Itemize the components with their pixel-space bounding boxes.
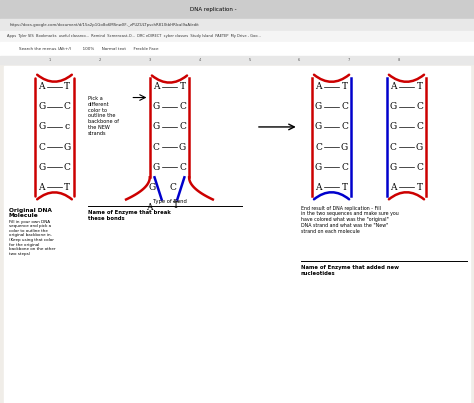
Text: Name of Enzyme that added new
nucleotides: Name of Enzyme that added new nucleotide… <box>301 265 399 276</box>
Text: A: A <box>315 183 322 192</box>
Text: Original DNA
Molecule: Original DNA Molecule <box>9 208 51 218</box>
Text: T: T <box>417 183 422 192</box>
Text: G: G <box>153 102 160 111</box>
Text: C: C <box>64 102 71 111</box>
Text: T: T <box>173 201 179 210</box>
Text: 7: 7 <box>348 58 350 62</box>
Text: Pick a
different
color to
outline the
backbone of
the NEW
strands: Pick a different color to outline the ba… <box>88 96 118 136</box>
Text: G: G <box>38 102 46 111</box>
Text: C: C <box>416 163 423 172</box>
Text: G: G <box>390 102 397 111</box>
Text: G: G <box>315 102 322 111</box>
Text: C: C <box>170 183 176 192</box>
Text: A: A <box>153 82 160 91</box>
Text: A: A <box>390 183 397 192</box>
Text: End result of DNA replication - Fill
in the two sequences and make sure you
have: End result of DNA replication - Fill in … <box>301 206 399 234</box>
Text: C: C <box>341 163 348 172</box>
Text: A: A <box>38 183 45 192</box>
Bar <box>0 19 474 30</box>
Text: A: A <box>390 82 397 91</box>
Text: c: c <box>65 123 70 131</box>
Text: 2: 2 <box>99 58 101 62</box>
Text: G: G <box>153 123 160 131</box>
Text: G: G <box>390 123 397 131</box>
Text: T: T <box>64 82 70 91</box>
Text: C: C <box>416 102 423 111</box>
Bar <box>0 31 474 42</box>
Text: G: G <box>416 143 423 152</box>
Text: A: A <box>315 82 322 91</box>
Text: T: T <box>417 82 422 91</box>
Text: G: G <box>64 143 71 152</box>
Text: C: C <box>179 123 186 131</box>
Text: G: G <box>38 163 46 172</box>
Text: C: C <box>341 102 348 111</box>
Text: G: G <box>315 123 322 131</box>
Bar <box>4 66 470 403</box>
Bar <box>0 56 474 64</box>
Text: C: C <box>64 163 71 172</box>
Bar <box>0 0 474 18</box>
Text: A: A <box>38 82 45 91</box>
Text: G: G <box>390 163 397 172</box>
Text: C: C <box>390 143 397 152</box>
Text: C: C <box>179 102 186 111</box>
Text: T: T <box>342 82 347 91</box>
Text: 6: 6 <box>298 58 301 62</box>
Text: G: G <box>179 143 186 152</box>
Text: G: G <box>148 183 155 192</box>
Text: DNA replication -: DNA replication - <box>190 7 237 12</box>
Text: Type of Bond: Type of Bond <box>153 199 187 204</box>
Text: https://docs.google.com/document/d/15a2p1Go8o6MSnwXF-_zPUZULTpvchR81XtbHRlcal9aA: https://docs.google.com/document/d/15a2p… <box>9 23 199 27</box>
Text: T: T <box>64 183 70 192</box>
Text: G: G <box>341 143 348 152</box>
Text: T: T <box>342 183 347 192</box>
Text: Fill in your own DNA
sequence and pick a
color to outline the
original backbone : Fill in your own DNA sequence and pick a… <box>9 220 55 256</box>
Text: G: G <box>38 123 46 131</box>
Text: C: C <box>416 123 423 131</box>
Text: C: C <box>315 143 322 152</box>
Text: 8: 8 <box>398 58 400 62</box>
Text: T: T <box>180 82 185 91</box>
Text: 3: 3 <box>148 58 151 62</box>
Text: A: A <box>146 203 153 212</box>
Text: Apps  Tyler SIS  Bookmarks  useful classroo...  Remind  Screencast-O...  DRC eDI: Apps Tyler SIS Bookmarks useful classroo… <box>7 34 261 38</box>
Text: G: G <box>153 163 160 172</box>
Text: G: G <box>315 163 322 172</box>
Text: C: C <box>341 123 348 131</box>
Text: Search the menus (Alt+/)         100%      Normal text      Freckle Face: Search the menus (Alt+/) 100% Normal tex… <box>19 47 158 51</box>
Text: C: C <box>153 143 160 152</box>
Text: 5: 5 <box>248 58 251 62</box>
Text: C: C <box>179 163 186 172</box>
Text: Name of Enzyme that break
these bonds: Name of Enzyme that break these bonds <box>88 210 171 221</box>
Text: C: C <box>38 143 45 152</box>
Bar <box>0 42 474 56</box>
Text: 1: 1 <box>49 58 51 62</box>
Text: 4: 4 <box>199 58 201 62</box>
